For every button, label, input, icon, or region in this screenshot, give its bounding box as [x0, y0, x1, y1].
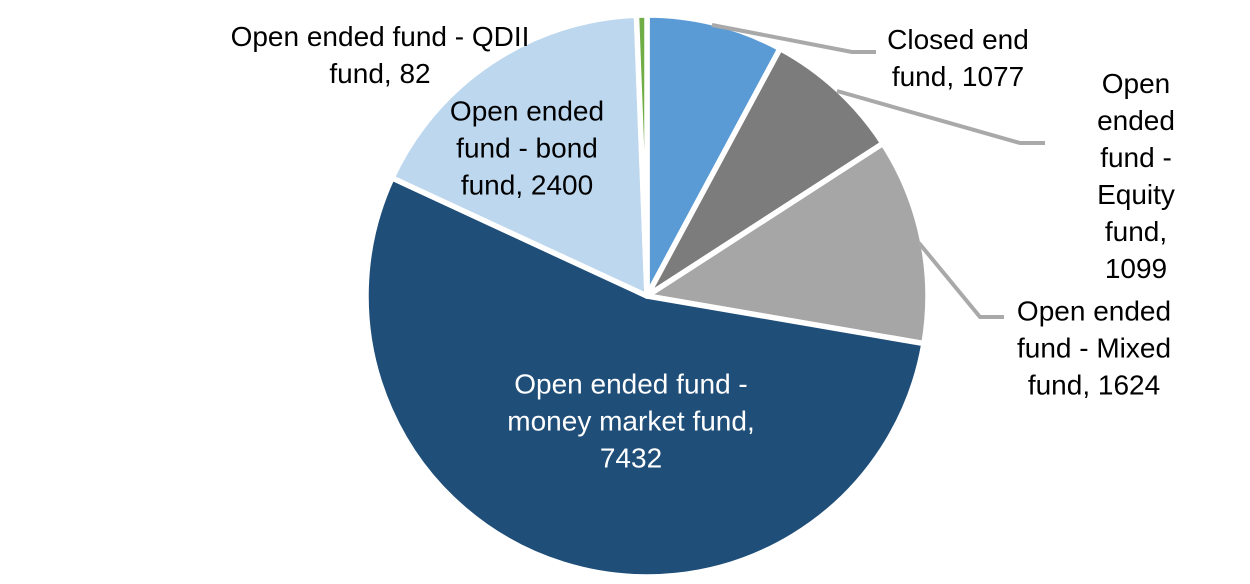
pie-slice-open-ended-fund-money-market-fund	[363, 175, 927, 580]
leader-line-open-ended-fund-mixed-fund	[917, 241, 1004, 319]
leader-line-open-ended-fund-equity-fund	[836, 89, 1045, 145]
pie-slice-open-ended-fund-qdii-fund	[633, 12, 650, 299]
pie-slice-open-ended-fund-mixed-fund	[644, 140, 931, 347]
pie-slice-closed-end-fund	[644, 12, 783, 299]
leader-line-closed-end-fund	[711, 23, 876, 54]
pie-slice-open-ended-fund-bond-fund	[389, 12, 650, 299]
